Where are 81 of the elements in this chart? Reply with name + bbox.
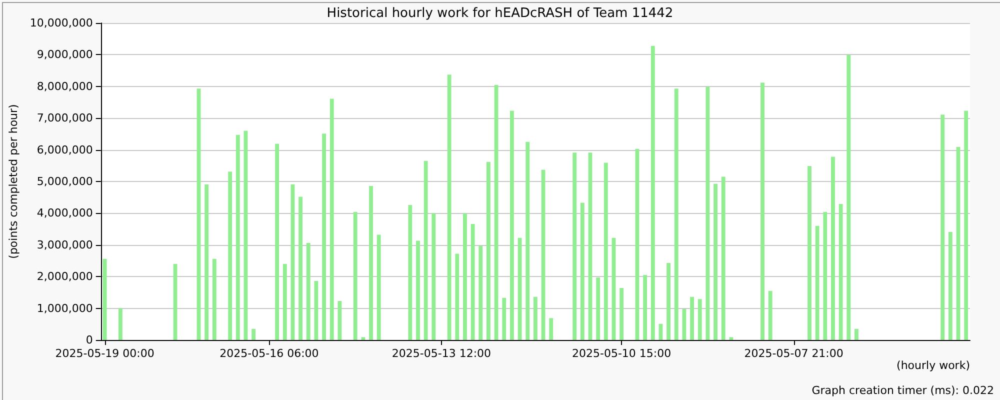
bar (690, 296, 694, 340)
bar (721, 176, 726, 340)
bar (416, 240, 420, 340)
bar (768, 290, 772, 340)
bar (714, 184, 718, 340)
x-tick-label: 2025-05-19 00:00 (55, 347, 154, 360)
bar (604, 162, 608, 340)
bar (252, 328, 256, 340)
y-tick-label: 5,000,000 (36, 175, 93, 188)
bar (948, 232, 952, 340)
bar (470, 224, 475, 340)
bar (298, 196, 302, 340)
x-tick-label: 2025-05-16 06:00 (220, 347, 319, 360)
bar (455, 254, 460, 340)
bar (204, 184, 209, 340)
x-tick-label: 2025-05-10 15:00 (572, 347, 672, 360)
x-tick-label: 2025-05-07 21:00 (744, 347, 844, 360)
bar (854, 328, 858, 340)
bar (361, 337, 366, 340)
x-axis-title: (hourly work) (896, 359, 970, 372)
bar (674, 88, 678, 340)
bar (572, 152, 577, 340)
bar (838, 204, 843, 340)
bar (275, 144, 280, 340)
bar (808, 166, 812, 340)
bar (823, 212, 828, 340)
bar (314, 281, 318, 340)
bar (760, 82, 764, 340)
bar (306, 243, 310, 340)
chart-title: Historical hourly work for hEADcRASH of Team 11442 (326, 6, 674, 21)
y-tick-label: 9,000,000 (36, 48, 93, 62)
bar (706, 86, 710, 340)
y-tick-label: 8,000,000 (36, 80, 93, 93)
text: Graph creation timer (ms): 0.022 (812, 384, 994, 397)
y-tick-label: 0 (86, 334, 93, 346)
bar (815, 226, 820, 340)
bar (338, 301, 342, 340)
bar (510, 110, 514, 340)
bar (447, 74, 452, 340)
bar (282, 264, 287, 340)
bar (650, 46, 655, 340)
bar (831, 156, 835, 340)
bar (729, 337, 734, 340)
bar (698, 299, 702, 340)
bar (502, 298, 506, 340)
bar (228, 172, 232, 340)
bar (580, 202, 584, 340)
y-tick-label: 10,000,000 (30, 16, 93, 30)
bar (432, 213, 436, 340)
bar (526, 142, 530, 340)
y-tick-label: 6,000,000 (36, 143, 93, 156)
bar (369, 186, 373, 340)
bar (666, 262, 671, 340)
bar (549, 318, 554, 340)
bar (533, 296, 538, 340)
bar (376, 234, 381, 340)
y-tick-label: 4,000,000 (36, 206, 93, 220)
bar (643, 275, 648, 340)
y-tick-label: 2,000,000 (36, 270, 93, 284)
y-tick-label: 7,000,000 (36, 112, 93, 125)
bar (408, 204, 412, 340)
bar (424, 160, 428, 340)
bar (620, 288, 624, 340)
y-tick-label: 3,000,000 (36, 238, 93, 252)
bar (596, 278, 600, 340)
bar (846, 55, 851, 340)
bar (463, 213, 467, 340)
bar (236, 134, 240, 340)
y-tick-label: 1,000,000 (36, 302, 93, 315)
bar (118, 308, 122, 340)
bar (486, 162, 490, 340)
bar (322, 134, 326, 340)
bar (478, 246, 483, 340)
bar (102, 258, 107, 340)
bar (940, 114, 945, 340)
y-axis-title: (points completed per hour) (7, 104, 20, 259)
bar (330, 98, 334, 340)
bar (964, 110, 968, 340)
x-tick-label: 2025-05-13 12:00 (392, 347, 492, 360)
bar (353, 212, 358, 340)
bar (212, 258, 216, 340)
